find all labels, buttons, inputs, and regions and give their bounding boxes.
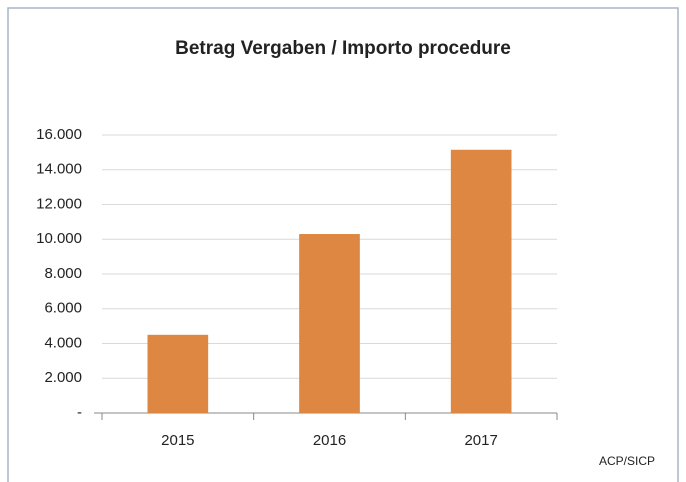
x-tick-label: 2017 <box>464 432 497 449</box>
bar <box>147 334 209 413</box>
chart-title: Betrag Vergaben / Importo procedure <box>175 38 511 59</box>
frame <box>7 7 679 482</box>
y-tick-label: 12.000 <box>36 195 82 212</box>
y-tick-label: 2.000 <box>44 369 82 386</box>
bar <box>450 149 512 414</box>
x-tick-label: 2015 <box>161 432 194 449</box>
y-tick-label: 10.000 <box>36 230 82 247</box>
y-tick-label: 14.000 <box>36 161 82 178</box>
y-tick-label: 16.000 <box>36 126 82 143</box>
y-tick-label: 6.000 <box>44 300 82 317</box>
note: ACP/SICP <box>599 454 655 468</box>
bar <box>299 234 360 413</box>
y-tick-label: 8.000 <box>44 265 82 282</box>
y-tick-label: 4.000 <box>44 334 82 351</box>
x-tick-label: 2016 <box>313 432 346 449</box>
y-tick-label: - <box>77 404 82 421</box>
